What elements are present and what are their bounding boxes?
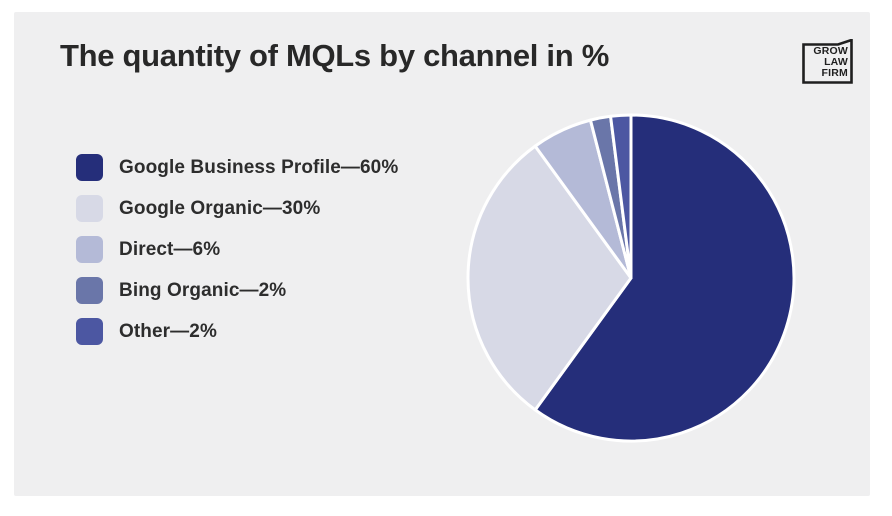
pie-chart	[466, 113, 796, 443]
logo-line-1: GROW	[813, 45, 848, 57]
legend-swatch	[76, 236, 103, 263]
logo-line-3: FIRM	[821, 67, 848, 79]
legend-item: Google Organic—30%	[76, 195, 398, 222]
legend-label: Other—2%	[119, 320, 217, 342]
pie-chart-area	[457, 104, 805, 452]
chart-title: The quantity of MQLs by channel in %	[60, 38, 609, 73]
pie-slice-google-organic	[466, 144, 633, 412]
legend-label: Direct—6%	[119, 238, 221, 260]
legend-swatch	[76, 154, 103, 181]
legend-item: Other—2%	[76, 318, 398, 345]
legend-label: Bing Organic—2%	[119, 279, 287, 301]
legend-label: Google Business Profile—60%	[119, 156, 399, 178]
legend-item: Direct—6%	[76, 236, 398, 263]
legend-label: Google Organic—30%	[119, 197, 321, 219]
pie-slice-other	[609, 113, 633, 280]
logo-text: GROW LAW FIRM	[813, 46, 848, 79]
logo-frame-icon	[802, 39, 853, 84]
legend-swatch	[76, 195, 103, 222]
logo-line-2: LAW	[824, 56, 848, 68]
infographic-card: The quantity of MQLs by channel in % GRO…	[14, 12, 870, 496]
grow-law-firm-logo: GROW LAW FIRM	[801, 39, 854, 85]
legend-swatch	[76, 318, 103, 345]
legend-item: Google Business Profile—60%	[76, 154, 398, 181]
legend-item: Bing Organic—2%	[76, 277, 398, 304]
chart-legend: Google Business Profile—60% Google Organ…	[76, 154, 398, 359]
legend-swatch	[76, 277, 103, 304]
pie-slice-google-business-profile	[533, 113, 796, 443]
